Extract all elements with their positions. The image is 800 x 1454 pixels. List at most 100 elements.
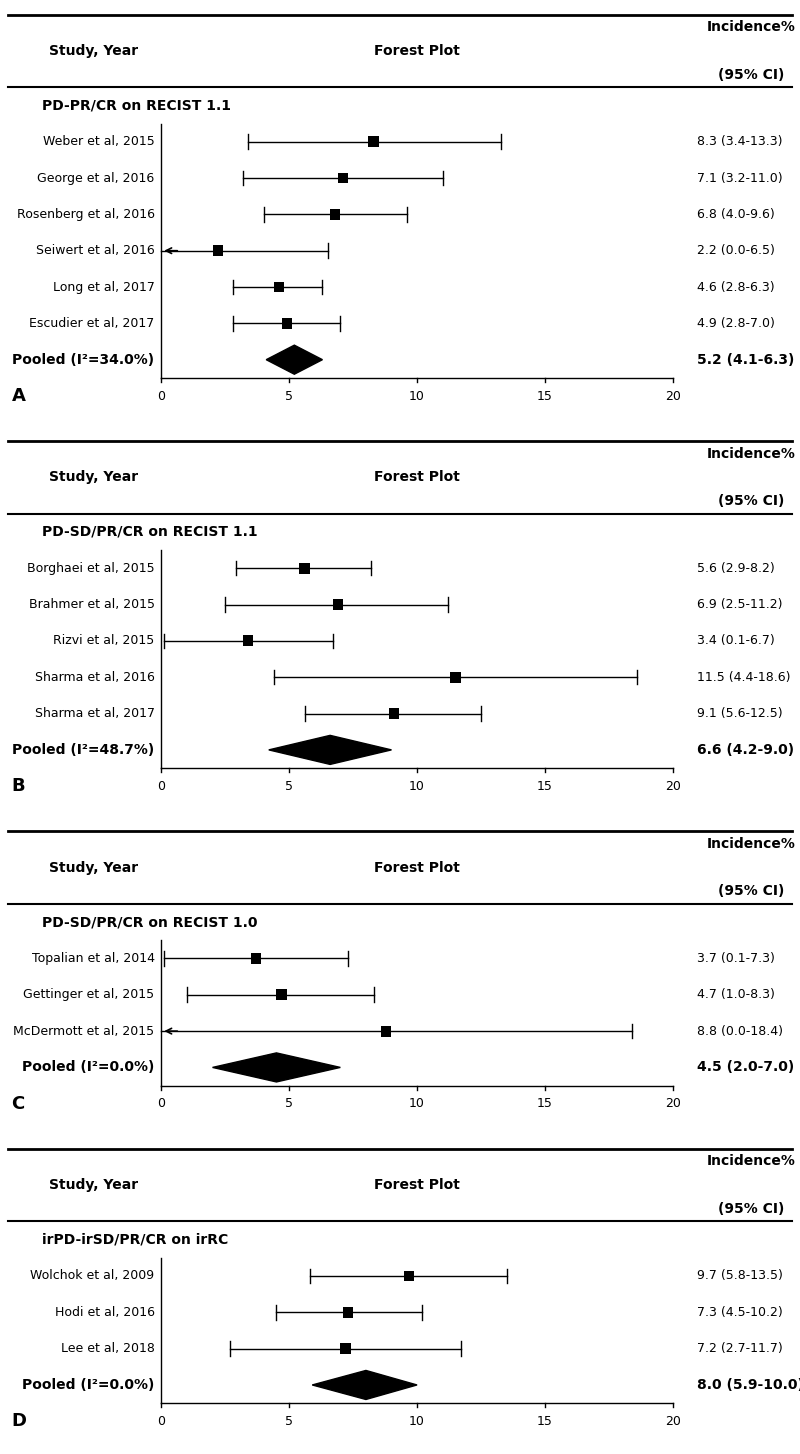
Text: 7.2 (2.7-11.7): 7.2 (2.7-11.7) <box>697 1342 782 1355</box>
Text: George et al, 2016: George et al, 2016 <box>38 172 154 185</box>
Text: Forest Plot: Forest Plot <box>374 861 460 875</box>
Text: Borghaei et al, 2015: Borghaei et al, 2015 <box>27 561 154 574</box>
Bar <box>338 173 348 183</box>
Text: 10: 10 <box>409 390 425 403</box>
Text: 8.8 (0.0-18.4): 8.8 (0.0-18.4) <box>697 1025 782 1038</box>
Text: A: A <box>11 387 26 406</box>
Text: Sharma et al, 2017: Sharma et al, 2017 <box>34 707 154 720</box>
Text: 15: 15 <box>537 390 553 403</box>
Text: 9.1 (5.6-12.5): 9.1 (5.6-12.5) <box>697 707 782 720</box>
Text: 15: 15 <box>537 1098 553 1111</box>
Text: PD-SD/PR/CR on RECIST 1.0: PD-SD/PR/CR on RECIST 1.0 <box>42 915 258 929</box>
Text: Long et al, 2017: Long et al, 2017 <box>53 281 154 294</box>
Text: C: C <box>11 1095 25 1112</box>
Bar <box>299 563 310 574</box>
Text: 9.7 (5.8-13.5): 9.7 (5.8-13.5) <box>697 1269 782 1282</box>
Text: 2.2 (0.0-6.5): 2.2 (0.0-6.5) <box>697 244 774 257</box>
Text: Hodi et al, 2016: Hodi et al, 2016 <box>54 1306 154 1319</box>
Text: Forest Plot: Forest Plot <box>374 471 460 484</box>
Text: 10: 10 <box>409 1098 425 1111</box>
Text: (95% CI): (95% CI) <box>718 68 784 81</box>
Text: 7.3 (4.5-10.2): 7.3 (4.5-10.2) <box>697 1306 782 1319</box>
Text: 0: 0 <box>158 390 166 403</box>
Text: PD-SD/PR/CR on RECIST 1.1: PD-SD/PR/CR on RECIST 1.1 <box>42 525 258 539</box>
Bar <box>382 1025 391 1037</box>
Text: Brahmer et al, 2015: Brahmer et al, 2015 <box>29 598 154 611</box>
Text: 4.5 (2.0-7.0): 4.5 (2.0-7.0) <box>697 1060 794 1075</box>
Text: Study, Year: Study, Year <box>49 1178 138 1192</box>
Text: McDermott et al, 2015: McDermott et al, 2015 <box>14 1025 154 1038</box>
Text: (95% CI): (95% CI) <box>718 884 784 899</box>
Text: Escudier et al, 2017: Escudier et al, 2017 <box>30 317 154 330</box>
Bar <box>282 318 292 329</box>
Bar <box>369 137 378 147</box>
Text: 8.3 (3.4-13.3): 8.3 (3.4-13.3) <box>697 135 782 148</box>
Text: 0: 0 <box>158 779 166 792</box>
Text: Sharma et al, 2016: Sharma et al, 2016 <box>34 670 154 683</box>
Bar <box>213 246 222 256</box>
Text: Rosenberg et al, 2016: Rosenberg et al, 2016 <box>17 208 154 221</box>
Polygon shape <box>266 345 322 374</box>
Bar <box>330 209 340 220</box>
Bar <box>343 1307 353 1317</box>
Text: 15: 15 <box>537 779 553 792</box>
Text: 3.4 (0.1-6.7): 3.4 (0.1-6.7) <box>697 634 774 647</box>
Bar <box>243 635 254 647</box>
Text: Forest Plot: Forest Plot <box>374 1178 460 1192</box>
Text: B: B <box>11 778 25 795</box>
Text: 5: 5 <box>286 390 294 403</box>
Text: 6.9 (2.5-11.2): 6.9 (2.5-11.2) <box>697 598 782 611</box>
Text: irPD-irSD/PR/CR on irRC: irPD-irSD/PR/CR on irRC <box>42 1233 228 1246</box>
Text: Lee et al, 2018: Lee et al, 2018 <box>61 1342 154 1355</box>
Text: 6.6 (4.2-9.0): 6.6 (4.2-9.0) <box>697 743 794 758</box>
Bar <box>389 708 399 720</box>
Text: Seiwert et al, 2016: Seiwert et al, 2016 <box>36 244 154 257</box>
Text: Gettinger et al, 2015: Gettinger et al, 2015 <box>23 989 154 1002</box>
Text: Study, Year: Study, Year <box>49 44 138 58</box>
Text: Incidence%: Incidence% <box>706 836 795 851</box>
Bar <box>251 952 261 964</box>
Text: Forest Plot: Forest Plot <box>374 44 460 58</box>
Text: 5: 5 <box>286 779 294 792</box>
Text: 11.5 (4.4-18.6): 11.5 (4.4-18.6) <box>697 670 790 683</box>
Text: 8.0 (5.9-10.0): 8.0 (5.9-10.0) <box>697 1378 800 1391</box>
Text: PD-PR/CR on RECIST 1.1: PD-PR/CR on RECIST 1.1 <box>42 99 231 112</box>
Bar <box>333 599 343 611</box>
Text: Wolchok et al, 2009: Wolchok et al, 2009 <box>30 1269 154 1282</box>
Text: Pooled (I²=0.0%): Pooled (I²=0.0%) <box>22 1378 154 1391</box>
Text: Rizvi et al, 2015: Rizvi et al, 2015 <box>54 634 154 647</box>
Text: Incidence%: Incidence% <box>706 1154 795 1168</box>
Text: Incidence%: Incidence% <box>706 446 795 461</box>
Text: 4.6 (2.8-6.3): 4.6 (2.8-6.3) <box>697 281 774 294</box>
Polygon shape <box>213 1053 340 1082</box>
Text: 20: 20 <box>665 390 681 403</box>
Text: 15: 15 <box>537 1415 553 1428</box>
Text: Pooled (I²=48.7%): Pooled (I²=48.7%) <box>12 743 154 758</box>
Text: (95% CI): (95% CI) <box>718 1202 784 1216</box>
Text: 5.6 (2.9-8.2): 5.6 (2.9-8.2) <box>697 561 774 574</box>
Bar <box>404 1271 414 1281</box>
Text: 4.7 (1.0-8.3): 4.7 (1.0-8.3) <box>697 989 774 1002</box>
Text: Topalian et al, 2014: Topalian et al, 2014 <box>31 952 154 965</box>
Text: Pooled (I²=0.0%): Pooled (I²=0.0%) <box>22 1060 154 1075</box>
Text: 20: 20 <box>665 1098 681 1111</box>
Text: 3.7 (0.1-7.3): 3.7 (0.1-7.3) <box>697 952 774 965</box>
Text: 20: 20 <box>665 779 681 792</box>
Text: 5: 5 <box>286 1098 294 1111</box>
Text: 4.9 (2.8-7.0): 4.9 (2.8-7.0) <box>697 317 774 330</box>
Bar <box>274 282 284 292</box>
Text: (95% CI): (95% CI) <box>718 494 784 509</box>
Text: 7.1 (3.2-11.0): 7.1 (3.2-11.0) <box>697 172 782 185</box>
Text: Weber et al, 2015: Weber et al, 2015 <box>43 135 154 148</box>
Text: Study, Year: Study, Year <box>49 471 138 484</box>
Text: 5.2 (4.1-6.3): 5.2 (4.1-6.3) <box>697 353 794 366</box>
Bar <box>450 672 461 683</box>
Text: Pooled (I²=34.0%): Pooled (I²=34.0%) <box>13 353 154 366</box>
Text: 10: 10 <box>409 779 425 792</box>
Polygon shape <box>269 736 391 765</box>
Text: 5: 5 <box>286 1415 294 1428</box>
Polygon shape <box>312 1371 417 1400</box>
Bar <box>340 1343 350 1354</box>
Text: 10: 10 <box>409 1415 425 1428</box>
Text: 6.8 (4.0-9.6): 6.8 (4.0-9.6) <box>697 208 774 221</box>
